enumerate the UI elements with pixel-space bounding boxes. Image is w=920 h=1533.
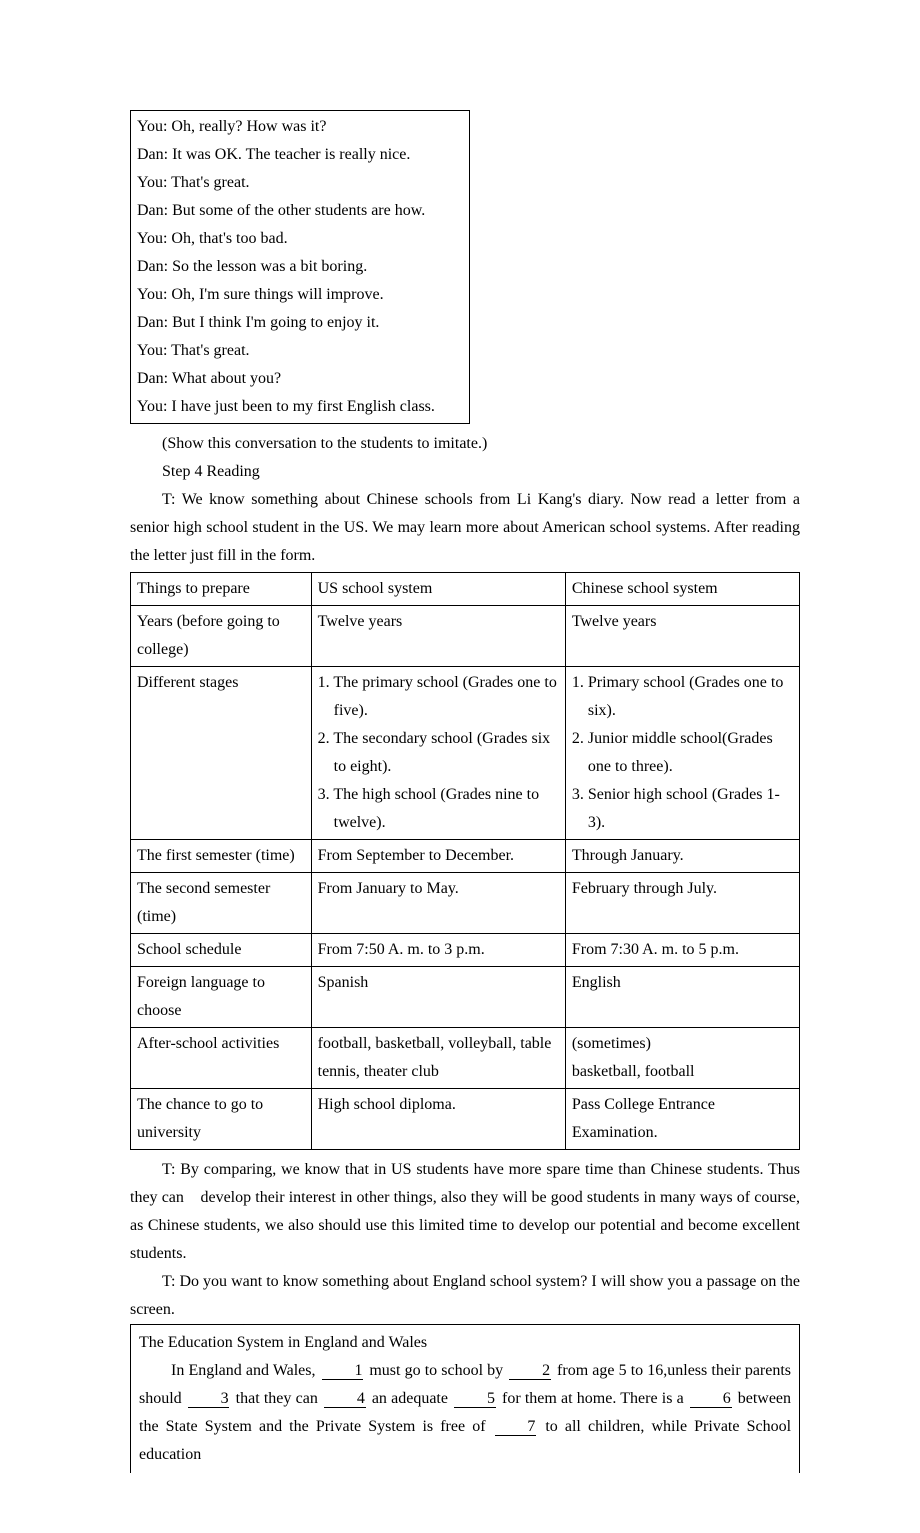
dialog-line: Dan: But I think I'm going to enjoy it. <box>137 309 463 337</box>
cloze-blank[interactable]: 4 <box>324 1391 366 1408</box>
table-cell: From September to December. <box>311 840 565 873</box>
table-row: Different stages 1. The primary school (… <box>131 667 800 840</box>
table-cell: From 7:30 A. m. to 5 p.m. <box>565 934 799 967</box>
dialog-line: You: Oh, really? How was it? <box>137 113 463 141</box>
list-item: 2. The secondary school (Grades six to e… <box>318 725 559 781</box>
dialog-box: You: Oh, really? How was it? Dan: It was… <box>130 110 470 424</box>
table-header-cell: Chinese school system <box>565 573 799 606</box>
cloze-segment: for them at home. There is a <box>502 1390 684 1407</box>
table-cell: The second semester (time) <box>131 873 312 934</box>
table-cell: English <box>565 967 799 1028</box>
table-cell: football, basketball, volleyball, table … <box>311 1028 565 1089</box>
list-item: 3. The high school (Grades nine to twelv… <box>318 781 559 837</box>
table-cell: Spanish <box>311 967 565 1028</box>
table-row: Foreign language to choose Spanish Engli… <box>131 967 800 1028</box>
cloze-box: The Education System in England and Wale… <box>130 1324 800 1473</box>
table-cell: 1. The primary school (Grades one to fiv… <box>311 667 565 840</box>
dialog-line: Dan: What about you? <box>137 365 463 393</box>
cloze-blank[interactable]: 6 <box>690 1391 732 1408</box>
table-cell: School schedule <box>131 934 312 967</box>
table-row: Years (before going to college) Twelve y… <box>131 606 800 667</box>
cloze-title: The Education System in England and Wale… <box>139 1329 791 1357</box>
teacher-comparison-remark: T: By comparing, we know that in US stud… <box>130 1156 800 1268</box>
table-cell: The chance to go to university <box>131 1089 312 1150</box>
table-cell: Years (before going to college) <box>131 606 312 667</box>
cell-line: basketball, football <box>572 1058 793 1086</box>
page: You: Oh, really? How was it? Dan: It was… <box>0 0 920 1533</box>
table-cell: Different stages <box>131 667 312 840</box>
table-cell: Twelve years <box>565 606 799 667</box>
dialog-line: Dan: So the lesson was a bit boring. <box>137 253 463 281</box>
cloze-blank[interactable]: 2 <box>509 1363 551 1380</box>
dialog-line: You: That's great. <box>137 337 463 365</box>
table-row: The chance to go to university High scho… <box>131 1089 800 1150</box>
cloze-segment: that they can <box>236 1390 318 1407</box>
table-cell: Pass College Entrance Examination. <box>565 1089 799 1150</box>
comparison-table: Things to prepare US school system Chine… <box>130 572 800 1150</box>
table-cell: After-school activities <box>131 1028 312 1089</box>
table-header-cell: US school system <box>311 573 565 606</box>
list-item: 3. Senior high school (Grades 1-3). <box>572 781 793 837</box>
list-item: 1. The primary school (Grades one to fiv… <box>318 669 559 725</box>
table-cell: 1. Primary school (Grades one to six). 2… <box>565 667 799 840</box>
table-cell: February through July. <box>565 873 799 934</box>
table-row: Things to prepare US school system Chine… <box>131 573 800 606</box>
list-item: 1. Primary school (Grades one to six). <box>572 669 793 725</box>
table-row: The first semester (time) From September… <box>131 840 800 873</box>
table-row: The second semester (time) From January … <box>131 873 800 934</box>
table-row: School schedule From 7:50 A. m. to 3 p.m… <box>131 934 800 967</box>
cloze-segment: In England and Wales, <box>171 1362 316 1379</box>
cloze-blank[interactable]: 3 <box>188 1391 230 1408</box>
show-conversation-note: (Show this conversation to the students … <box>130 430 800 458</box>
dialog-line: Dan: It was OK. The teacher is really ni… <box>137 141 463 169</box>
step-heading: Step 4 Reading <box>130 458 800 486</box>
dialog-line: You: I have just been to my first Englis… <box>137 393 463 421</box>
cloze-segment: must go to school by <box>369 1362 503 1379</box>
table-cell: Foreign language to choose <box>131 967 312 1028</box>
table-cell: The first semester (time) <box>131 840 312 873</box>
table-row: After-school activities football, basket… <box>131 1028 800 1089</box>
cloze-blank[interactable]: 1 <box>322 1363 364 1380</box>
table-cell: Through January. <box>565 840 799 873</box>
cell-line: (sometimes) <box>572 1030 793 1058</box>
table-cell: From January to May. <box>311 873 565 934</box>
dialog-line: Dan: But some of the other students are … <box>137 197 463 225</box>
table-cell: Twelve years <box>311 606 565 667</box>
list-item: 2. Junior middle school(Grades one to th… <box>572 725 793 781</box>
cloze-blank[interactable]: 5 <box>454 1391 496 1408</box>
cloze-paragraph: In England and Wales, 1 must go to schoo… <box>139 1357 791 1469</box>
table-cell: From 7:50 A. m. to 3 p.m. <box>311 934 565 967</box>
teacher-intro: T: We know something about Chinese schoo… <box>130 486 800 570</box>
teacher-england-intro: T: Do you want to know something about E… <box>130 1268 800 1324</box>
cloze-blank[interactable]: 7 <box>495 1419 537 1436</box>
cloze-segment: an adequate <box>372 1390 448 1407</box>
dialog-line: You: That's great. <box>137 169 463 197</box>
dialog-line: You: Oh, I'm sure things will improve. <box>137 281 463 309</box>
dialog-line: You: Oh, that's too bad. <box>137 225 463 253</box>
table-cell: High school diploma. <box>311 1089 565 1150</box>
table-header-cell: Things to prepare <box>131 573 312 606</box>
table-cell: (sometimes) basketball, football <box>565 1028 799 1089</box>
